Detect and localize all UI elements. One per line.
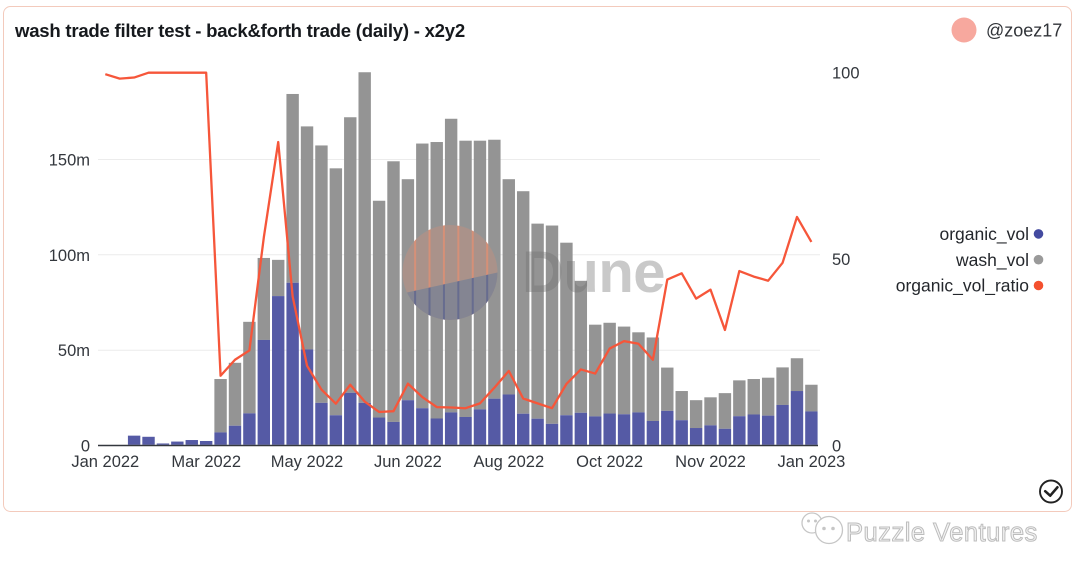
svg-text:organic_vol_ratio: organic_vol_ratio xyxy=(896,276,1029,297)
svg-text:Jan 2022: Jan 2022 xyxy=(71,453,139,471)
svg-text:wash_vol: wash_vol xyxy=(955,250,1029,271)
svg-text:Aug 2022: Aug 2022 xyxy=(473,453,544,471)
svg-text:Puzzle Ventures: Puzzle Ventures xyxy=(846,519,1038,547)
svg-text:organic_vol: organic_vol xyxy=(940,224,1030,245)
svg-text:50: 50 xyxy=(832,251,850,269)
svg-text:Nov 2022: Nov 2022 xyxy=(675,453,746,471)
svg-text:Jan 2023: Jan 2023 xyxy=(777,453,845,471)
svg-text:wash trade filter test - back&: wash trade filter test - back&forth trad… xyxy=(14,20,465,41)
svg-text:Mar 2022: Mar 2022 xyxy=(171,453,241,471)
svg-text:@zoez17: @zoez17 xyxy=(986,21,1062,41)
svg-text:100m: 100m xyxy=(49,247,90,265)
svg-text:0: 0 xyxy=(832,438,841,456)
svg-text:100: 100 xyxy=(832,65,860,83)
svg-text:Jun 2022: Jun 2022 xyxy=(374,453,442,471)
svg-text:May 2022: May 2022 xyxy=(271,453,343,471)
svg-text:Dune: Dune xyxy=(522,240,665,305)
svg-text:Oct 2022: Oct 2022 xyxy=(576,453,643,471)
svg-text:0: 0 xyxy=(81,438,90,456)
svg-text:50m: 50m xyxy=(58,342,90,360)
svg-text:150m: 150m xyxy=(49,152,90,170)
